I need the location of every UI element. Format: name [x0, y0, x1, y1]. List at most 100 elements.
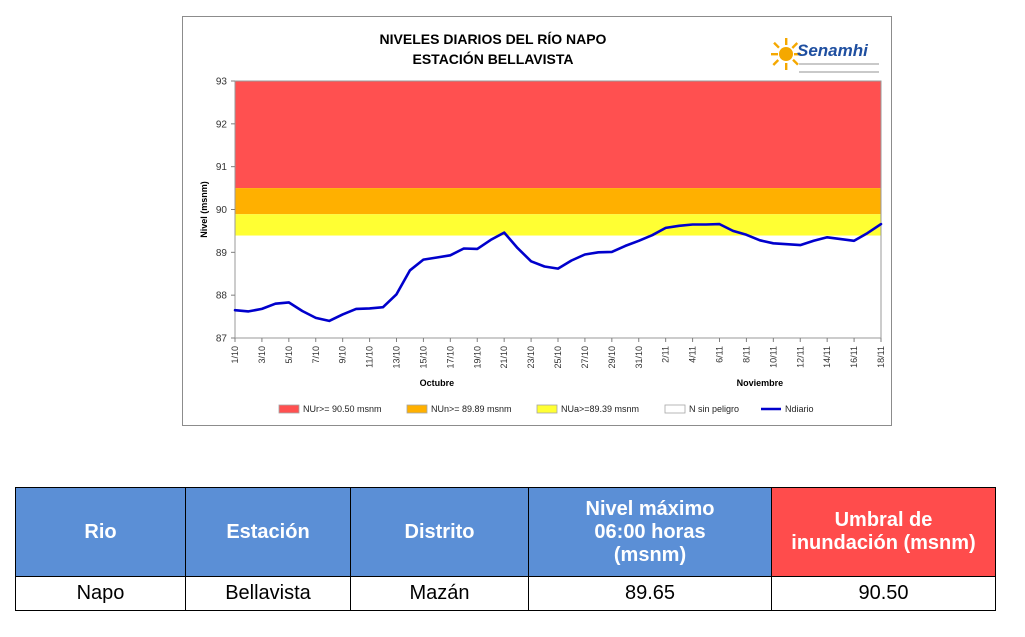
- data-point: [799, 244, 801, 246]
- y-tick-label: 87: [216, 334, 228, 345]
- legend-swatch: [406, 404, 428, 414]
- cell-umbral: 90.50: [771, 576, 996, 611]
- data-point: [691, 223, 694, 226]
- data-point: [678, 225, 680, 227]
- x-tick-label: 5/10: [284, 346, 294, 364]
- data-point: [463, 247, 465, 250]
- data-point: [395, 293, 398, 295]
- x-tick-label: 31/10: [634, 346, 644, 369]
- data-point: [261, 308, 263, 310]
- data-point: [288, 301, 290, 304]
- legend-swatch: [664, 404, 686, 414]
- data-point: [772, 242, 774, 244]
- chart-subtitle: ESTACIÓN BELLAVISTA: [412, 51, 574, 67]
- data-point: [638, 240, 640, 242]
- data-point: [705, 223, 707, 226]
- x-tick-label: 23/10: [526, 346, 536, 369]
- y-tick-label: 92: [216, 119, 228, 130]
- data-point: [813, 240, 815, 242]
- month-label: Octubre: [420, 378, 455, 388]
- x-tick-label: 15/10: [418, 346, 428, 369]
- legend-label: NUa>=89.39 msnm: [561, 404, 639, 414]
- header-nivel-line3: (msnm): [613, 543, 687, 566]
- data-point: [355, 308, 357, 310]
- data-point: [745, 234, 748, 236]
- data-point: [234, 309, 236, 311]
- data-point: [665, 227, 667, 229]
- logo-subline: [799, 63, 879, 73]
- data-point: [557, 268, 559, 270]
- data-point: [826, 236, 828, 238]
- header-nivel-line2: 06:00 horas: [594, 520, 706, 543]
- header-distrito: Distrito: [350, 487, 529, 577]
- legend-swatch: [278, 404, 300, 414]
- header-rio: Rio: [15, 487, 186, 577]
- data-point: [786, 243, 788, 245]
- data-point: [624, 245, 626, 247]
- data-point: [570, 259, 573, 262]
- data-point: [436, 256, 438, 259]
- x-tick-label: 13/10: [392, 346, 402, 369]
- cell-distrito: Mazán: [350, 576, 529, 611]
- y-axis-label: Nivel (msnm): [199, 181, 209, 238]
- data-point: [476, 248, 478, 250]
- data-point: [422, 259, 425, 261]
- month-label: Noviembre: [737, 378, 784, 388]
- x-tick-label: 4/11: [688, 346, 698, 363]
- data-point: [382, 306, 384, 308]
- x-tick-label: 2/11: [661, 346, 671, 363]
- station-table: Rio Estación Distrito Nivel máximo 06:00…: [15, 487, 996, 611]
- band-1: [235, 188, 881, 215]
- level-chart: 87 88 89 90 91 92 93 Nivel (msnm) 1/10 3/10 5/10 7/…: [199, 77, 886, 415]
- header-estacion: Estación: [185, 487, 351, 577]
- x-tick-label: 18/11: [876, 346, 886, 368]
- band-2: [235, 214, 881, 236]
- table-row: Napo Bellavista Mazán 89.65 90.50: [15, 576, 996, 611]
- data-point: [530, 260, 532, 262]
- chart-panel: NIVELES DIARIOS DEL RÍO NAPO ESTACIÓN BE…: [182, 16, 892, 426]
- data-point: [315, 317, 317, 319]
- data-point: [732, 230, 734, 232]
- data-point: [517, 247, 519, 249]
- legend-label: Ndiario: [785, 404, 814, 414]
- x-tick-label: 6/11: [715, 346, 725, 363]
- data-point: [543, 265, 546, 268]
- table-header-row: Rio Estación Distrito Nivel máximo 06:00…: [15, 487, 996, 577]
- cell-estacion: Bellavista: [185, 576, 351, 611]
- x-tick-label: 1/10: [230, 346, 240, 364]
- cell-nivel: 89.65: [528, 576, 772, 611]
- logo-text: Senamhi: [797, 41, 868, 60]
- legend-label: N sin peligro: [689, 404, 739, 414]
- data-point: [880, 223, 882, 225]
- data-point: [409, 269, 411, 271]
- data-point: [247, 310, 250, 313]
- legend-swatch: [536, 404, 558, 414]
- data-point: [611, 251, 613, 253]
- header-umbral-line2: inundación (msnm): [791, 532, 976, 554]
- legend-label: NUn>= 89.89 msnm: [431, 404, 512, 414]
- header-nivel: Nivel máximo 06:00 horas (msnm): [528, 487, 772, 577]
- band-0: [235, 81, 881, 189]
- x-tick-label: 14/11: [822, 346, 832, 368]
- data-point: [328, 320, 330, 322]
- header-nivel-line1: Nivel máximo: [585, 497, 715, 520]
- x-tick-label: 17/10: [445, 346, 455, 369]
- y-tick-label: 89: [216, 248, 228, 259]
- x-tick-label: 11/10: [365, 346, 375, 368]
- legend-label: NUr>= 90.50 msnm: [303, 404, 382, 414]
- x-tick-label: 8/11: [741, 346, 751, 363]
- x-tick-label: 16/11: [849, 346, 859, 368]
- y-tick-label: 91: [216, 162, 228, 173]
- header-umbral-line1: Umbral de: [834, 509, 933, 531]
- x-tick-label: 7/10: [311, 346, 321, 364]
- data-point: [301, 310, 303, 312]
- x-tick-label: 12/11: [795, 346, 805, 368]
- data-point: [449, 254, 451, 256]
- x-tick-label: 25/10: [553, 346, 563, 369]
- x-tick-label: 3/10: [257, 346, 267, 364]
- band-3: [235, 235, 881, 338]
- chart-title: NIVELES DIARIOS DEL RÍO NAPO: [379, 31, 607, 47]
- y-tick-label: 93: [216, 77, 228, 88]
- x-tick-label: 19/10: [472, 346, 482, 369]
- data-point: [853, 240, 855, 242]
